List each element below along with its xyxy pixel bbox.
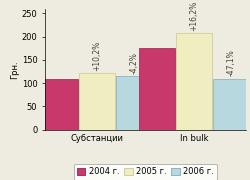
Bar xyxy=(138,48,174,130)
Bar xyxy=(213,78,249,130)
Legend: 2004 г., 2005 г., 2006 г.: 2004 г., 2005 г., 2006 г. xyxy=(74,164,217,180)
Y-axis label: Грн.: Грн. xyxy=(10,60,19,78)
Bar xyxy=(42,79,78,130)
Text: +10,2%: +10,2% xyxy=(92,40,102,71)
Bar xyxy=(79,73,115,130)
Text: +16,2%: +16,2% xyxy=(189,1,198,31)
Bar xyxy=(176,33,212,130)
Bar xyxy=(116,76,152,130)
Text: -47,1%: -47,1% xyxy=(226,50,235,76)
Text: -4,2%: -4,2% xyxy=(130,52,139,74)
